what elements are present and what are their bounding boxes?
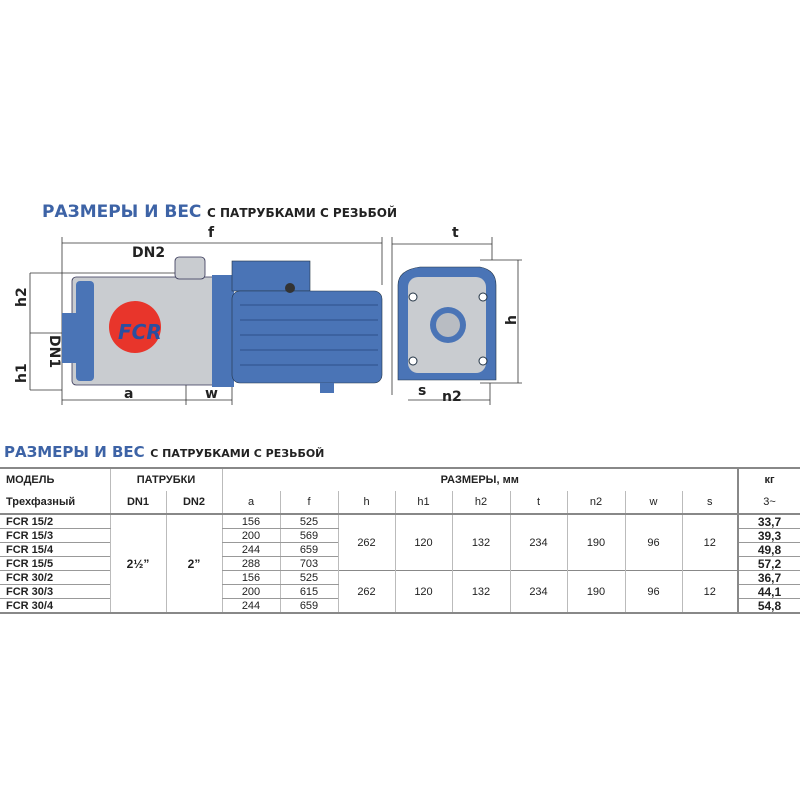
header-dn2: DN2 [165, 491, 222, 514]
header-ports: ПАТРУБКИ [109, 468, 222, 491]
table-row: FCR 15/4 244 659 49,8 [0, 542, 800, 557]
header-n2: n2 [566, 491, 625, 514]
weight-cell: 49,8 [737, 542, 800, 557]
table-row: FCR 15/5 288 703 57,2 [0, 556, 800, 571]
table-row: FCR 30/3 200 615 44,1 [0, 584, 800, 599]
weight-cell: 54,8 [737, 598, 800, 614]
h-cell: 262 [337, 570, 395, 613]
header-w: w [624, 491, 682, 514]
weight-cell: 36,7 [737, 570, 800, 585]
label-h1: h1 [14, 363, 30, 383]
header-t: t [509, 491, 567, 514]
t-cell: 234 [509, 514, 567, 571]
header-f: f [279, 491, 338, 514]
a-cell: 200 [221, 528, 280, 543]
table-title: РАЗМЕРЫ И ВЕС С ПАТРУБКАМИ С РЕЗЬБОЙ [4, 443, 325, 461]
h1-cell: 120 [394, 514, 452, 571]
header-h: h [337, 491, 395, 514]
header-h2: h2 [451, 491, 510, 514]
dn2-cell: 2” [165, 514, 222, 614]
table-row: FCR 30/4 244 659 54,8 [0, 598, 800, 614]
table-row: FCR 15/2 2½” 2” 156 525 262 120 132 234 190 96 12 33… [0, 514, 800, 614]
pump-side-view: FCR [62, 256, 383, 393]
f-cell: 659 [279, 598, 338, 614]
h2-cell: 132 [451, 514, 510, 571]
model-cell: FCR 30/4 [0, 598, 110, 614]
a-cell: 288 [221, 556, 280, 571]
header-h1: h1 [394, 491, 452, 514]
header-kg-sub: 3~ [737, 491, 800, 514]
n2-cell: 190 [566, 570, 625, 613]
pump-dimension-drawing: FCR f DN2 h2 DN1 h1 a w t h s n2 [14, 225, 522, 405]
header-phase: Трехфазный [6, 496, 76, 508]
label-t: t [452, 225, 459, 241]
s-cell: 12 [681, 514, 738, 571]
label-dn2: DN2 [132, 245, 165, 261]
header-dims: РАЗМЕРЫ, мм [221, 468, 738, 491]
table-row: FCR 15/3 200 569 39,3 [0, 528, 800, 543]
w-cell: 96 [624, 570, 682, 613]
dn1-cell: 2½” [109, 514, 166, 614]
weight-cell: 44,1 [737, 584, 800, 599]
model-cell: FCR 15/3 [0, 528, 110, 543]
model-cell: FCR 30/3 [0, 584, 110, 599]
w-cell: 96 [624, 514, 682, 571]
label-dn1: DN1 [46, 335, 62, 368]
f-cell: 525 [279, 514, 338, 529]
weight-cell: 57,2 [737, 556, 800, 571]
model-cell: FCR 15/5 [0, 556, 110, 571]
model-cell: FCR 15/2 [0, 514, 110, 529]
label-h: h [504, 315, 520, 325]
label-w: w [205, 386, 218, 402]
label-n2: n2 [442, 389, 462, 405]
header-a: a [221, 491, 280, 514]
h2-cell: 132 [451, 570, 510, 613]
model-cell: FCR 30/2 [0, 570, 110, 585]
label-s: s [418, 383, 426, 399]
pump-front-view [397, 266, 497, 381]
f-cell: 569 [279, 528, 338, 543]
header-kg: кг [737, 468, 800, 491]
f-cell: 615 [279, 584, 338, 599]
label-h2: h2 [14, 287, 30, 307]
a-cell: 244 [221, 598, 280, 614]
a-cell: 156 [221, 570, 280, 585]
h-cell: 262 [337, 514, 395, 571]
table-row: FCR 30/2 156 525 262 120 132 234 190 96 12 36,7 [0, 570, 800, 613]
logo-text: FCR [118, 320, 162, 344]
label-a: a [124, 386, 133, 402]
weight-cell: 39,3 [737, 528, 800, 543]
a-cell: 200 [221, 584, 280, 599]
t-cell: 234 [509, 570, 567, 613]
drawing-title: РАЗМЕРЫ И ВЕС С ПАТРУБКАМИ С РЕЗЬБОЙ [42, 202, 397, 222]
f-cell: 703 [279, 556, 338, 571]
header-model: МОДЕЛЬ [6, 474, 55, 486]
label-f: f [208, 225, 215, 241]
f-cell: 659 [279, 542, 338, 557]
header-dn1: DN1 [109, 491, 166, 514]
f-cell: 525 [279, 570, 338, 585]
weight-cell: 33,7 [737, 514, 800, 529]
header-s: s [681, 491, 738, 514]
h1-cell: 120 [394, 570, 452, 613]
a-cell: 156 [221, 514, 280, 529]
s-cell: 12 [681, 570, 738, 613]
fcr-logo-icon [109, 301, 161, 353]
n2-cell: 190 [566, 514, 625, 571]
dimensions-table: МОДЕЛЬ ПАТРУБКИ РАЗМЕРЫ, мм кг Трехфазны… [0, 467, 800, 614]
a-cell: 244 [221, 542, 280, 557]
model-cell: FCR 15/4 [0, 542, 110, 557]
